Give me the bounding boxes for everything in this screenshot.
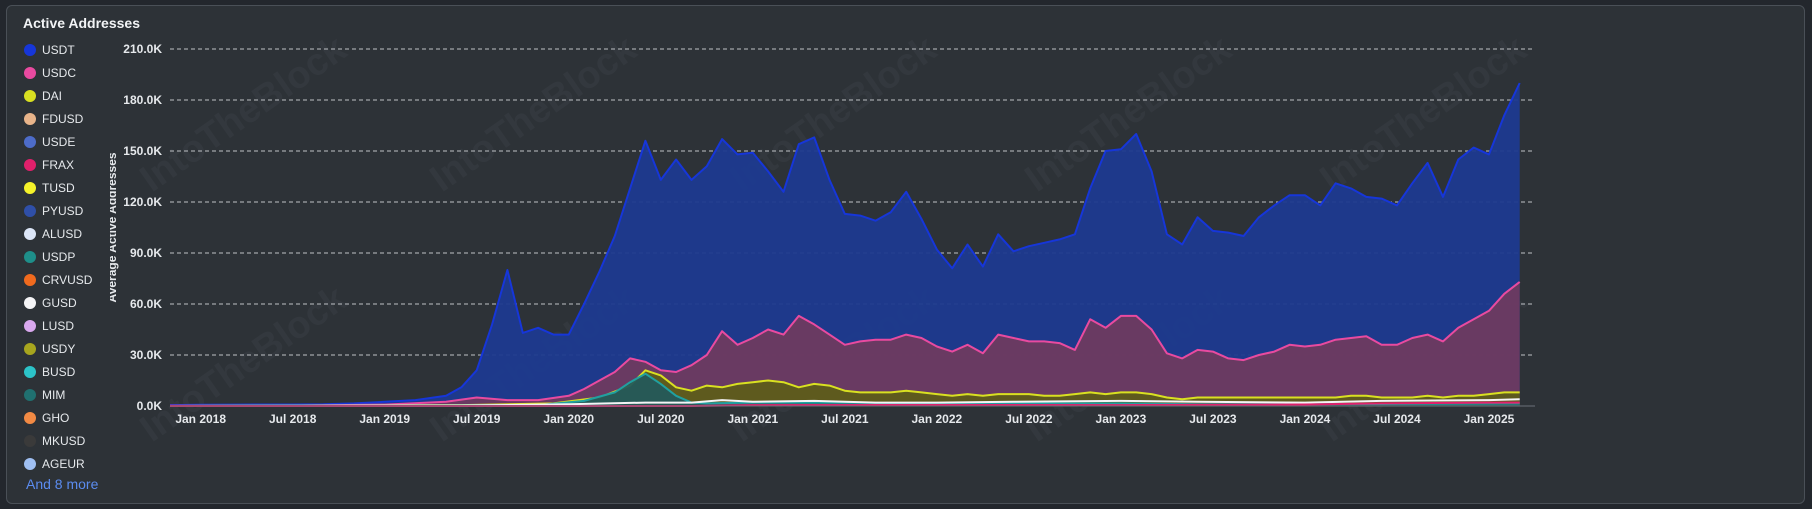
legend-label: MKUSD bbox=[42, 433, 86, 448]
legend-item-alusd[interactable]: ALUSD bbox=[24, 222, 92, 245]
x-tick-label: Jul 2018 bbox=[269, 412, 317, 426]
legend-dot-icon bbox=[24, 296, 36, 309]
legend-dot-icon bbox=[24, 204, 36, 217]
legend-item-usdt[interactable]: USDT bbox=[24, 38, 92, 61]
legend-dot-icon bbox=[24, 365, 36, 378]
series-line-dai bbox=[169, 369, 1520, 407]
legend-item-tusd[interactable]: TUSD bbox=[24, 176, 92, 199]
legend-item-dai[interactable]: DAI bbox=[24, 84, 92, 107]
legend: USDT USDC DAI FDUSD USDE FRAX TUSD PYUSD ALUSD US… bbox=[24, 38, 92, 475]
legend-dot-icon bbox=[24, 388, 36, 401]
legend-item-gho[interactable]: GHO bbox=[24, 406, 92, 429]
legend-dot-icon bbox=[24, 66, 36, 79]
legend-label: TUSD bbox=[42, 180, 75, 195]
show-more-legend-link[interactable]: And 8 more bbox=[26, 476, 99, 492]
legend-item-mim[interactable]: MIM bbox=[24, 383, 92, 406]
legend-label: LUSD bbox=[42, 318, 75, 333]
legend-dot-icon bbox=[24, 43, 36, 56]
legend-dot-icon bbox=[24, 319, 36, 332]
legend-item-gusd[interactable]: GUSD bbox=[24, 291, 92, 314]
x-tick-label: Jan 2022 bbox=[911, 412, 962, 426]
legend-label: FDUSD bbox=[42, 111, 84, 126]
x-tick-label: Jan 2018 bbox=[175, 412, 226, 426]
x-tick-label: Jul 2020 bbox=[637, 412, 685, 426]
series-line-usdc bbox=[169, 281, 1521, 407]
series-line-usdt bbox=[169, 82, 1521, 407]
legend-dot-icon bbox=[24, 158, 36, 171]
y-tick-label: 150.0K bbox=[123, 144, 162, 158]
legend-item-lusd[interactable]: LUSD bbox=[24, 314, 92, 337]
x-tick-label: Jul 2022 bbox=[1005, 412, 1053, 426]
legend-label: USDE bbox=[42, 134, 76, 149]
watermark-text: IntoTheBlock bbox=[423, 34, 645, 200]
x-tick-label: Jan 2025 bbox=[1464, 412, 1515, 426]
y-axis-label: Average Active Addresses bbox=[110, 152, 119, 302]
legend-item-usdy[interactable]: USDY bbox=[24, 337, 92, 360]
x-tick-label: Jul 2023 bbox=[1189, 412, 1237, 426]
y-tick-label: 210.0K bbox=[123, 42, 162, 56]
legend-item-usdc[interactable]: USDC bbox=[24, 61, 92, 84]
legend-label: DAI bbox=[42, 88, 63, 103]
legend-dot-icon bbox=[24, 135, 36, 148]
x-tick-label: Jul 2024 bbox=[1373, 412, 1421, 426]
legend-label: USDY bbox=[42, 341, 76, 356]
x-tick-label: Jul 2021 bbox=[821, 412, 869, 426]
series-area-usdt bbox=[170, 83, 1520, 406]
legend-label: PYUSD bbox=[42, 203, 84, 218]
chart-title: Active Addresses bbox=[23, 15, 140, 31]
legend-label: GUSD bbox=[42, 295, 77, 310]
legend-item-busd[interactable]: BUSD bbox=[24, 360, 92, 383]
legend-item-ageur[interactable]: AGEUR bbox=[24, 452, 92, 475]
legend-dot-icon bbox=[24, 250, 36, 263]
legend-label: USDP bbox=[42, 249, 76, 264]
legend-dot-icon bbox=[24, 227, 36, 240]
x-tick-label: Jan 2023 bbox=[1096, 412, 1147, 426]
legend-label: FRAX bbox=[42, 157, 75, 172]
legend-dot-icon bbox=[24, 411, 36, 424]
legend-label: AGEUR bbox=[42, 456, 85, 471]
y-tick-label: 60.0K bbox=[130, 297, 162, 311]
y-tick-label: 180.0K bbox=[123, 93, 162, 107]
legend-label: GHO bbox=[42, 410, 70, 425]
legend-label: USDT bbox=[42, 42, 75, 57]
legend-item-pyusd[interactable]: PYUSD bbox=[24, 199, 92, 222]
legend-label: BUSD bbox=[42, 364, 76, 379]
y-tick-label: 120.0K bbox=[123, 195, 162, 209]
watermark-text: IntoTheBlock bbox=[133, 277, 355, 450]
y-tick-label: 0.0K bbox=[137, 399, 163, 413]
legend-dot-icon bbox=[24, 181, 36, 194]
legend-label: CRVUSD bbox=[42, 272, 93, 287]
x-tick-label: Jan 2019 bbox=[359, 412, 410, 426]
legend-label: ALUSD bbox=[42, 226, 83, 241]
legend-dot-icon bbox=[24, 434, 36, 447]
legend-item-mkusd[interactable]: MKUSD bbox=[24, 429, 92, 452]
x-tick-label: Jan 2020 bbox=[543, 412, 594, 426]
legend-item-crvusd[interactable]: CRVUSD bbox=[24, 268, 92, 291]
legend-dot-icon bbox=[24, 342, 36, 355]
legend-item-usde[interactable]: USDE bbox=[24, 130, 92, 153]
area-chart: IntoTheBlock IntoTheBlock IntoTheBlock Into… bbox=[110, 34, 1535, 450]
legend-dot-icon bbox=[24, 457, 36, 470]
x-tick-label: Jul 2019 bbox=[453, 412, 501, 426]
legend-label: USDC bbox=[42, 65, 77, 80]
y-tick-label: 30.0K bbox=[130, 348, 162, 362]
legend-item-usdp[interactable]: USDP bbox=[24, 245, 92, 268]
series-area-usdc bbox=[170, 281, 1520, 406]
legend-item-frax[interactable]: FRAX bbox=[24, 153, 92, 176]
x-tick-label: Jan 2021 bbox=[727, 412, 778, 426]
legend-dot-icon bbox=[24, 89, 36, 102]
legend-item-fdusd[interactable]: FDUSD bbox=[24, 107, 92, 130]
y-tick-label: 90.0K bbox=[130, 246, 162, 260]
legend-dot-icon bbox=[24, 112, 36, 125]
legend-dot-icon bbox=[24, 273, 36, 286]
watermark-text: IntoTheBlock bbox=[133, 34, 355, 200]
series-line-gusd bbox=[169, 398, 1520, 407]
x-tick-label: Jan 2024 bbox=[1280, 412, 1331, 426]
legend-label: MIM bbox=[42, 387, 66, 402]
